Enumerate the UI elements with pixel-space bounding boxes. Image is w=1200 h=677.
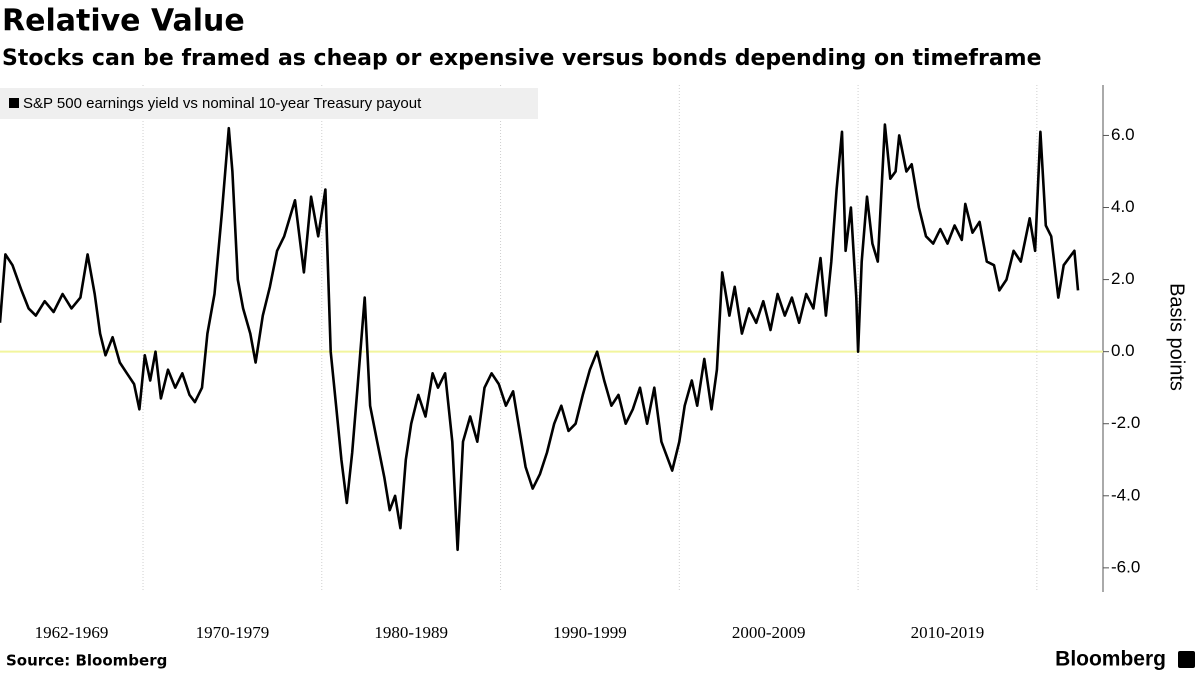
x-tick-label: 1962-1969 [35,623,109,642]
x-tick-label: 1990-1999 [553,623,627,642]
brand-icon [1178,651,1195,668]
data-line [0,123,1080,552]
brand: Bloomberg [1055,648,1166,671]
y-tick-label: 0.0 [1111,341,1135,360]
y-tick-label: 6.0 [1111,125,1135,144]
y-tick-label: -6.0 [1111,557,1140,576]
y-tick-label: -2.0 [1111,413,1140,432]
y-tick-label: 2.0 [1111,269,1135,288]
y-tick-label: -4.0 [1111,485,1140,504]
chart-subtitle: Stocks can be framed as cheap or expensi… [2,46,1042,71]
chart-title: Relative Value [2,4,245,39]
legend: S&P 500 earnings yield vs nominal 10-yea… [0,88,538,119]
x-tick-label: 1970-1979 [196,623,270,642]
y-axis-label: Basis points [1166,283,1188,391]
legend-box [0,88,538,119]
y-tick-label: 4.0 [1111,197,1135,216]
x-tick-label: 2000-2009 [732,623,806,642]
source: Source: Bloomberg [6,652,167,670]
x-tick-label: 1980-1989 [374,623,448,642]
legend-label: S&P 500 earnings yield vs nominal 10-yea… [23,95,422,112]
x-tick-label: 2010-2019 [911,623,985,642]
legend-swatch [9,98,19,108]
